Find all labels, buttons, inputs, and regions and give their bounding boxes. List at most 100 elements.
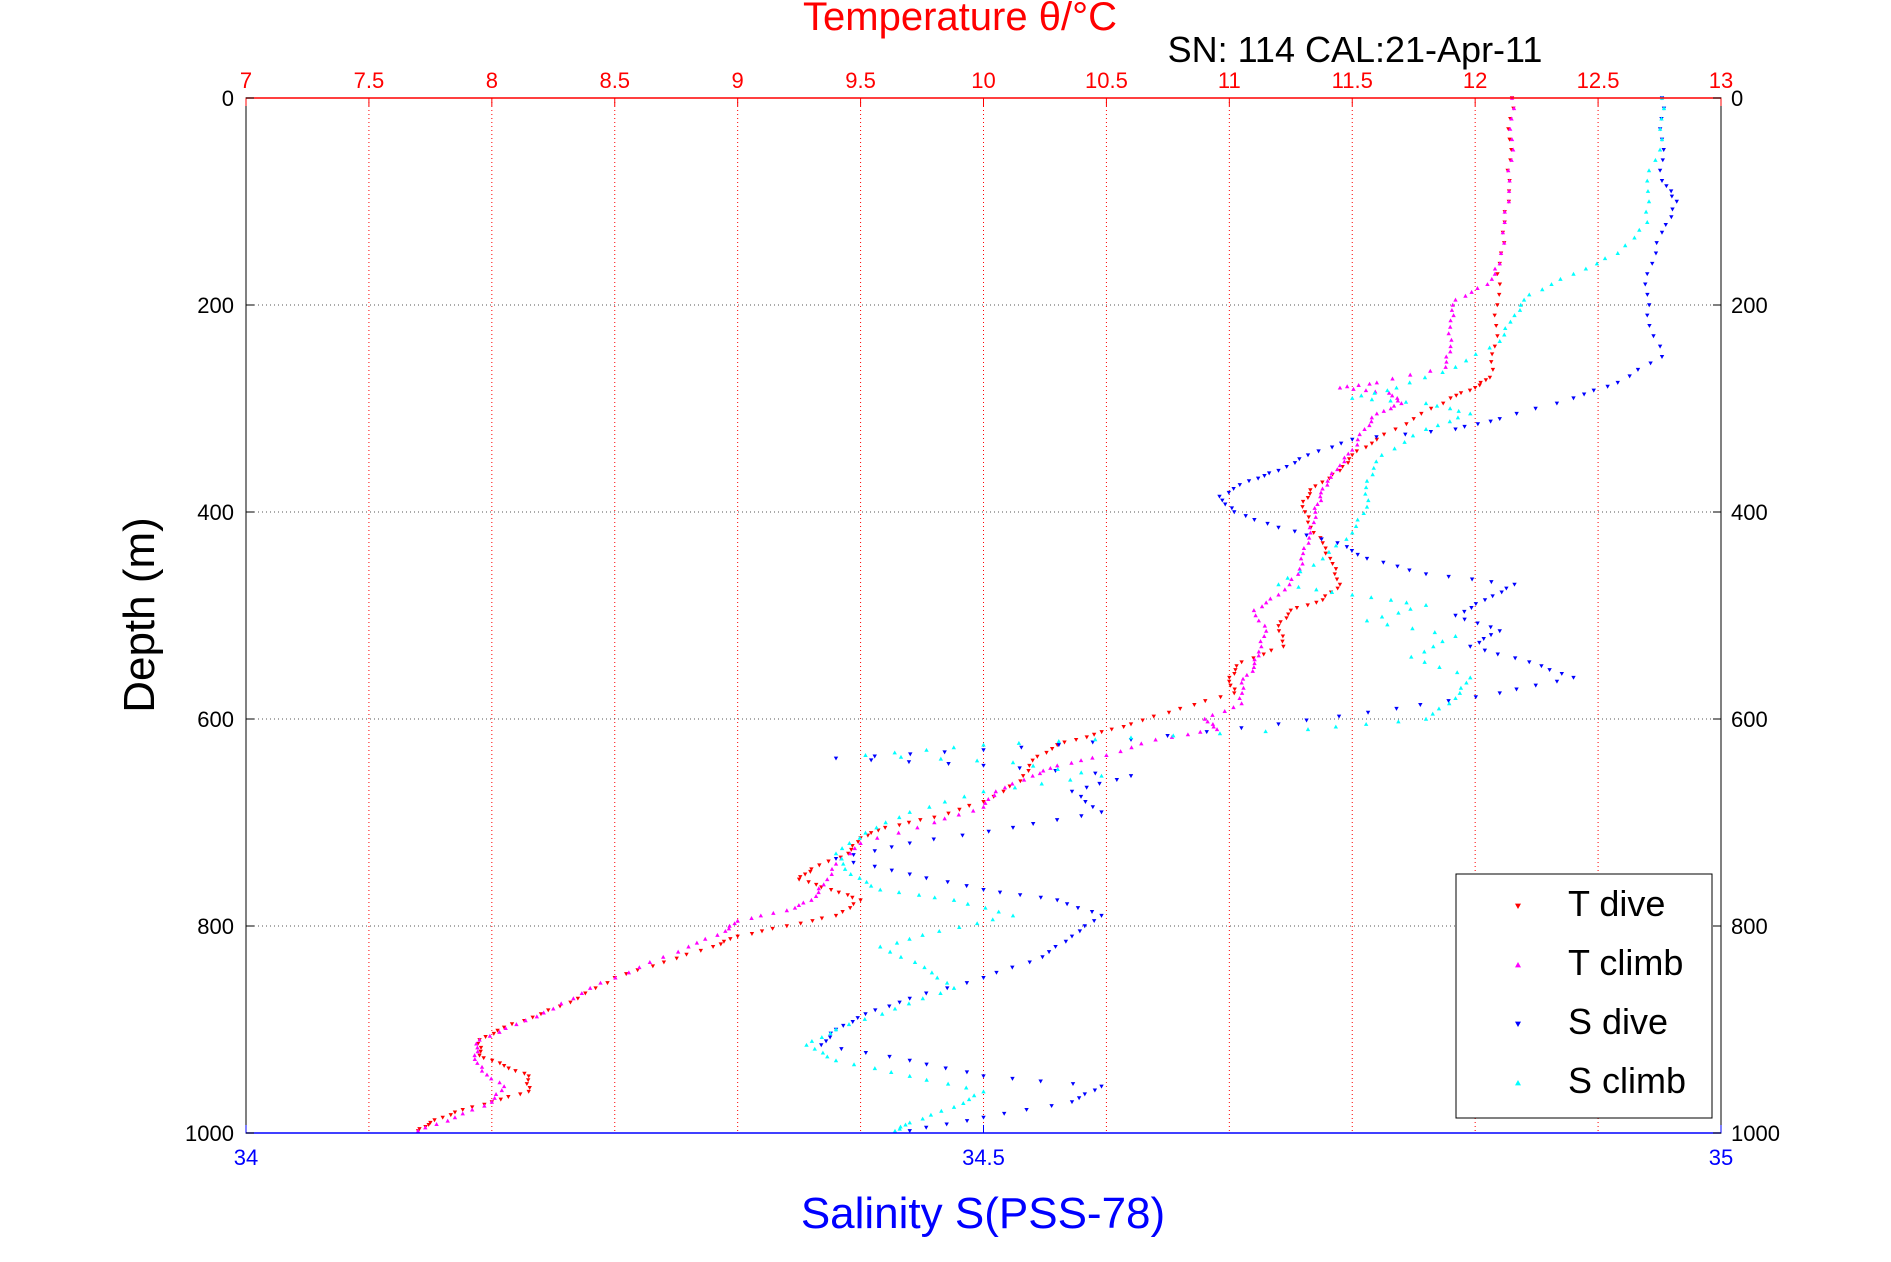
point-s-climb	[1447, 406, 1453, 411]
point-s-climb	[1487, 345, 1492, 350]
point-s-dive	[986, 829, 991, 834]
point-t-dive	[1307, 492, 1313, 497]
point-s-climb	[857, 875, 862, 880]
point-s-dive	[1659, 179, 1665, 183]
point-t-dive	[858, 898, 863, 903]
point-t-climb	[1511, 106, 1517, 111]
point-t-climb	[735, 918, 740, 923]
point-s-climb	[1350, 530, 1355, 535]
point-t-dive	[1302, 510, 1308, 515]
point-s-climb	[981, 789, 986, 794]
point-t-climb	[415, 1128, 421, 1133]
point-t-climb	[749, 916, 754, 920]
point-t-climb	[1289, 577, 1294, 582]
point-t-climb	[626, 970, 632, 975]
data-points	[415, 95, 1679, 1134]
point-s-climb	[863, 830, 868, 835]
point-t-dive	[946, 811, 951, 816]
point-s-dive	[1663, 223, 1668, 227]
point-t-climb	[993, 789, 998, 794]
point-s-dive	[1030, 822, 1036, 826]
point-t-climb	[801, 900, 806, 905]
point-t-dive	[1487, 375, 1493, 380]
point-s-climb	[863, 753, 868, 757]
point-t-climb	[1262, 623, 1268, 628]
point-t-climb	[1492, 271, 1498, 276]
point-t-climb	[1381, 408, 1386, 413]
point-t-climb	[1509, 157, 1514, 162]
point-t-climb	[1337, 463, 1343, 468]
point-t-climb	[1485, 282, 1490, 287]
point-t-climb	[809, 897, 814, 902]
point-s-dive	[943, 1066, 948, 1071]
point-t-climb	[715, 932, 720, 937]
point-t-climb	[472, 1057, 478, 1062]
point-s-dive	[981, 748, 986, 753]
point-s-climb	[1363, 485, 1369, 490]
point-s-dive	[1514, 411, 1519, 416]
point-t-dive	[1027, 763, 1032, 768]
point-s-climb	[1518, 302, 1523, 307]
point-s-dive	[981, 763, 986, 768]
depth-tick-label-right: 600	[1731, 707, 1768, 732]
legend-marker-t-climb	[1515, 962, 1521, 968]
salinity-tick-label: 35	[1709, 1145, 1733, 1170]
legend-label-s-dive: S dive	[1568, 1001, 1668, 1042]
depth-tick-label-left: 200	[197, 293, 234, 318]
point-t-dive	[530, 1015, 535, 1020]
point-t-dive	[426, 1122, 431, 1127]
point-t-climb	[1369, 419, 1374, 424]
point-t-dive	[526, 1089, 531, 1094]
point-s-dive	[1069, 789, 1075, 794]
point-s-dive	[1473, 695, 1479, 700]
point-s-climb	[1329, 590, 1335, 594]
point-t-dive	[846, 851, 851, 856]
point-s-dive	[889, 868, 894, 873]
point-t-dive	[1467, 388, 1473, 393]
point-s-dive	[1453, 427, 1458, 432]
point-t-dive	[1232, 687, 1237, 692]
point-s-climb	[1296, 584, 1301, 589]
point-s-climb	[874, 825, 879, 830]
temperature-tick-label: 8	[486, 68, 498, 93]
point-s-climb	[1371, 465, 1376, 470]
point-s-climb	[1645, 178, 1650, 183]
point-t-dive	[432, 1118, 437, 1123]
point-s-dive	[1668, 189, 1674, 194]
point-t-climb	[1252, 657, 1257, 662]
point-t-climb	[541, 1010, 546, 1015]
point-t-climb	[1239, 701, 1244, 706]
point-s-dive	[872, 864, 877, 869]
point-t-dive	[1049, 746, 1055, 751]
point-t-climb	[1498, 251, 1504, 256]
point-t-dive	[1140, 718, 1145, 723]
point-t-climb	[852, 846, 857, 851]
point-t-climb	[942, 816, 947, 821]
point-s-dive	[1547, 668, 1552, 673]
point-t-dive	[1381, 432, 1387, 437]
point-t-dive	[489, 1058, 495, 1063]
point-t-climb	[1355, 442, 1360, 447]
point-s-climb	[1435, 423, 1441, 428]
point-t-climb	[1363, 388, 1369, 393]
point-t-climb	[1448, 324, 1453, 329]
point-t-climb	[1369, 415, 1375, 420]
point-t-climb	[1129, 745, 1134, 750]
salinity-tick-label: 34	[234, 1145, 258, 1170]
point-s-dive	[868, 758, 874, 763]
point-s-dive	[1084, 785, 1089, 790]
depth-tick-label-left: 400	[197, 500, 234, 525]
point-s-climb	[1385, 622, 1390, 627]
point-t-dive	[1333, 567, 1339, 572]
point-s-dive	[1591, 388, 1596, 393]
point-t-dive	[1311, 530, 1316, 535]
point-t-dive	[1497, 292, 1502, 297]
point-s-dive	[1049, 1104, 1054, 1109]
point-s-dive	[942, 750, 947, 755]
point-t-climb	[1252, 661, 1257, 666]
point-s-climb	[1333, 543, 1339, 548]
point-t-climb	[1475, 285, 1480, 290]
point-s-climb	[924, 747, 929, 752]
point-s-dive	[1571, 675, 1576, 680]
point-t-climb	[534, 1014, 540, 1019]
